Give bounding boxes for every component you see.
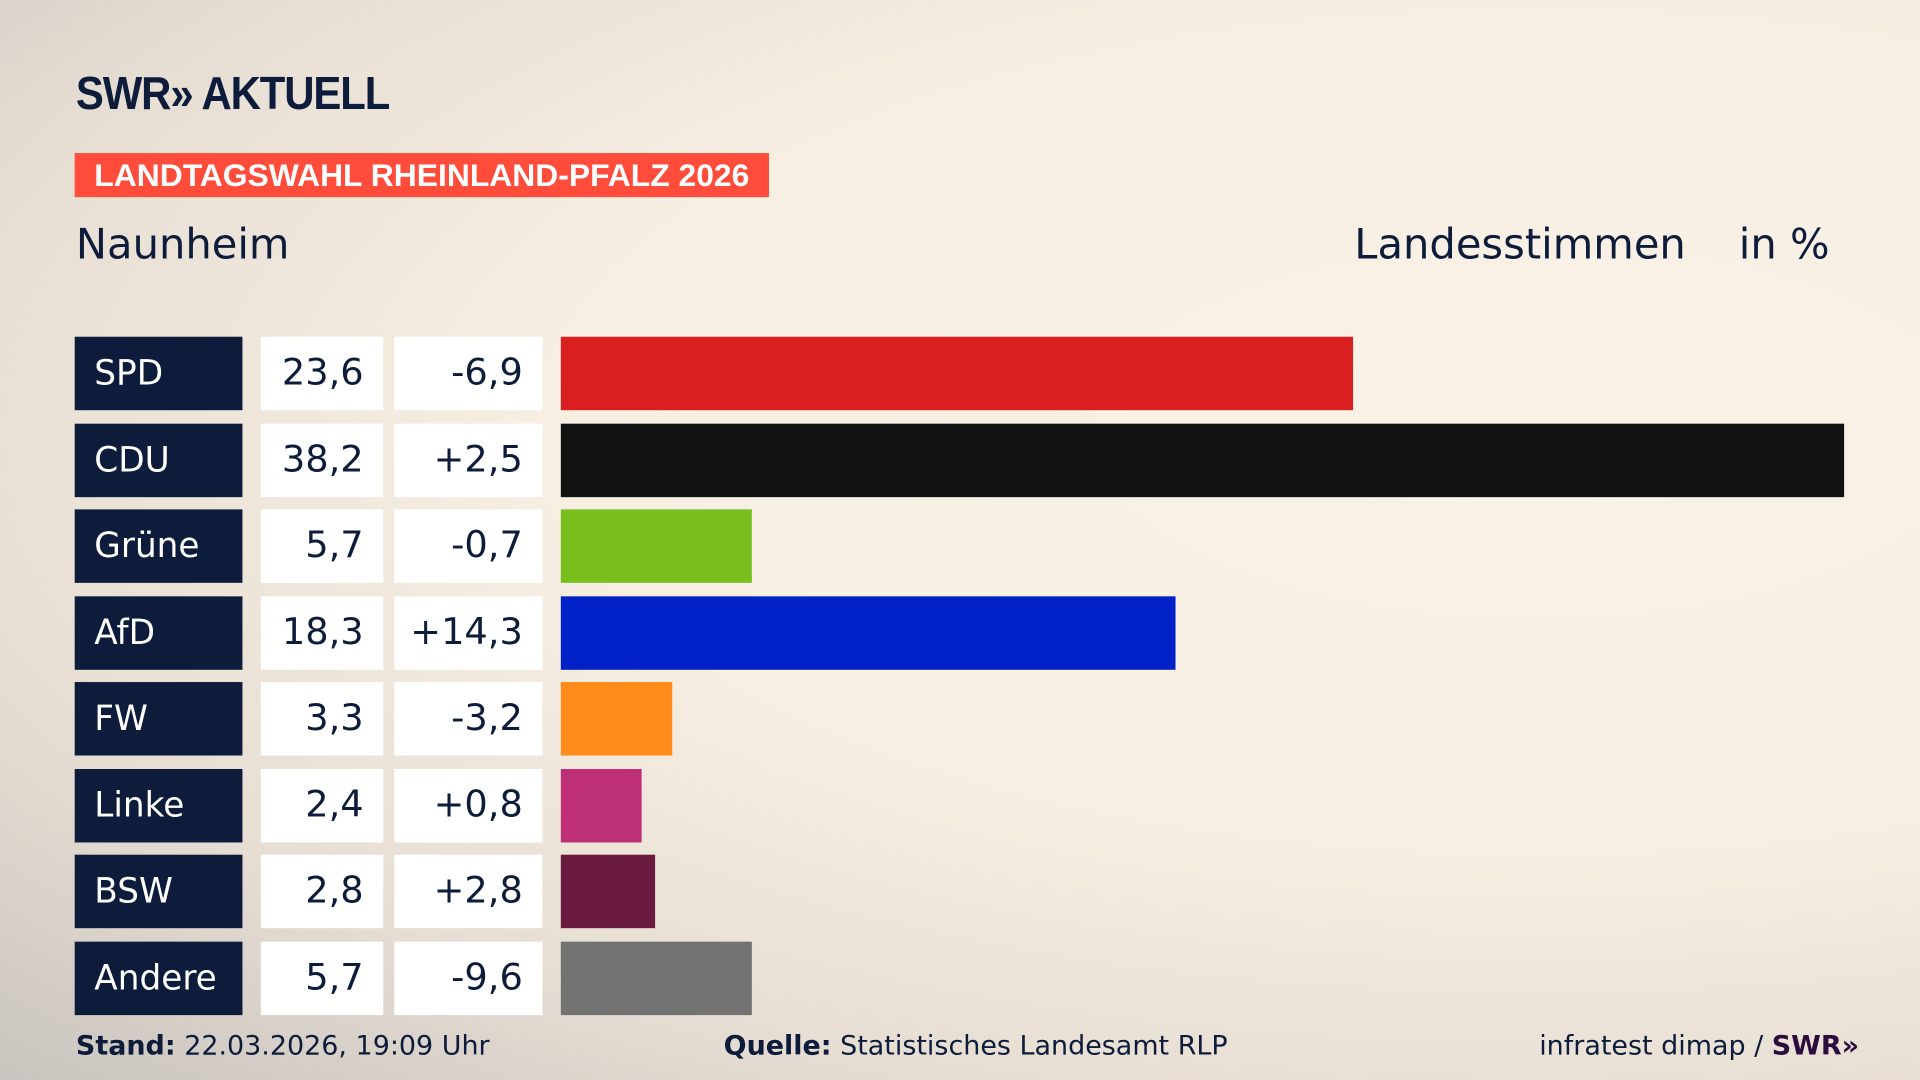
value-label: 2,8 xyxy=(260,854,384,929)
party-label: Andere xyxy=(74,941,243,1015)
source: Quelle: Statistisches Landesamt RLP xyxy=(724,1031,1228,1062)
bar-cdu xyxy=(560,423,1845,497)
stand-value: 22.03.2026, 19:09 Uhr xyxy=(184,1031,490,1062)
election-badge: LANDTAGSWAHL RHEINLAND-PFALZ 2026 xyxy=(74,153,769,198)
value-label: 5,7 xyxy=(260,509,384,583)
party-label: SPD xyxy=(74,336,243,411)
bar-bsw xyxy=(560,854,655,929)
value-label: 2,4 xyxy=(260,768,384,842)
bar-fw xyxy=(560,682,672,756)
bar-grüne xyxy=(560,509,753,583)
unit-label: in % xyxy=(1738,220,1830,270)
diff-label: -3,2 xyxy=(394,682,543,756)
place-title: Naunheim xyxy=(75,220,290,270)
diff-label: +2,5 xyxy=(394,423,543,497)
measure-label: Landesstimmen xyxy=(1354,220,1686,270)
diff-label: +14,3 xyxy=(394,595,543,670)
source-value: Statistisches Landesamt RLP xyxy=(840,1031,1228,1062)
party-label: CDU xyxy=(74,423,243,497)
party-label: BSW xyxy=(74,854,243,929)
bar-afd xyxy=(560,595,1176,670)
party-label: AfD xyxy=(74,595,243,670)
source-label: Quelle: xyxy=(723,1031,832,1062)
value-label: 3,3 xyxy=(260,682,384,756)
swr-aktuell-logo: SWR» AKTUELL xyxy=(75,68,390,121)
value-label: 18,3 xyxy=(260,595,384,670)
credit-text: infratest dimap / xyxy=(1539,1031,1772,1062)
value-label: 38,2 xyxy=(260,423,384,497)
credit: infratest dimap / SWR» xyxy=(1539,1031,1859,1062)
stand-label: Stand: xyxy=(75,1031,176,1062)
timestamp: Stand: 22.03.2026, 19:09 Uhr xyxy=(76,1031,490,1062)
party-label: Grüne xyxy=(74,509,243,583)
party-label: Linke xyxy=(74,768,243,842)
diff-label: -6,9 xyxy=(394,336,543,411)
swr-logo: SWR» xyxy=(1771,1031,1860,1062)
party-label: FW xyxy=(74,682,243,756)
diff-label: +0,8 xyxy=(394,768,543,842)
bar-andere xyxy=(560,941,753,1015)
diff-label: -0,7 xyxy=(394,509,543,583)
diff-label: -9,6 xyxy=(394,941,543,1015)
value-label: 5,7 xyxy=(260,941,384,1015)
diff-label: +2,8 xyxy=(394,854,543,929)
bar-spd xyxy=(560,336,1354,411)
bar-linke xyxy=(560,768,642,842)
value-label: 23,6 xyxy=(260,336,384,411)
